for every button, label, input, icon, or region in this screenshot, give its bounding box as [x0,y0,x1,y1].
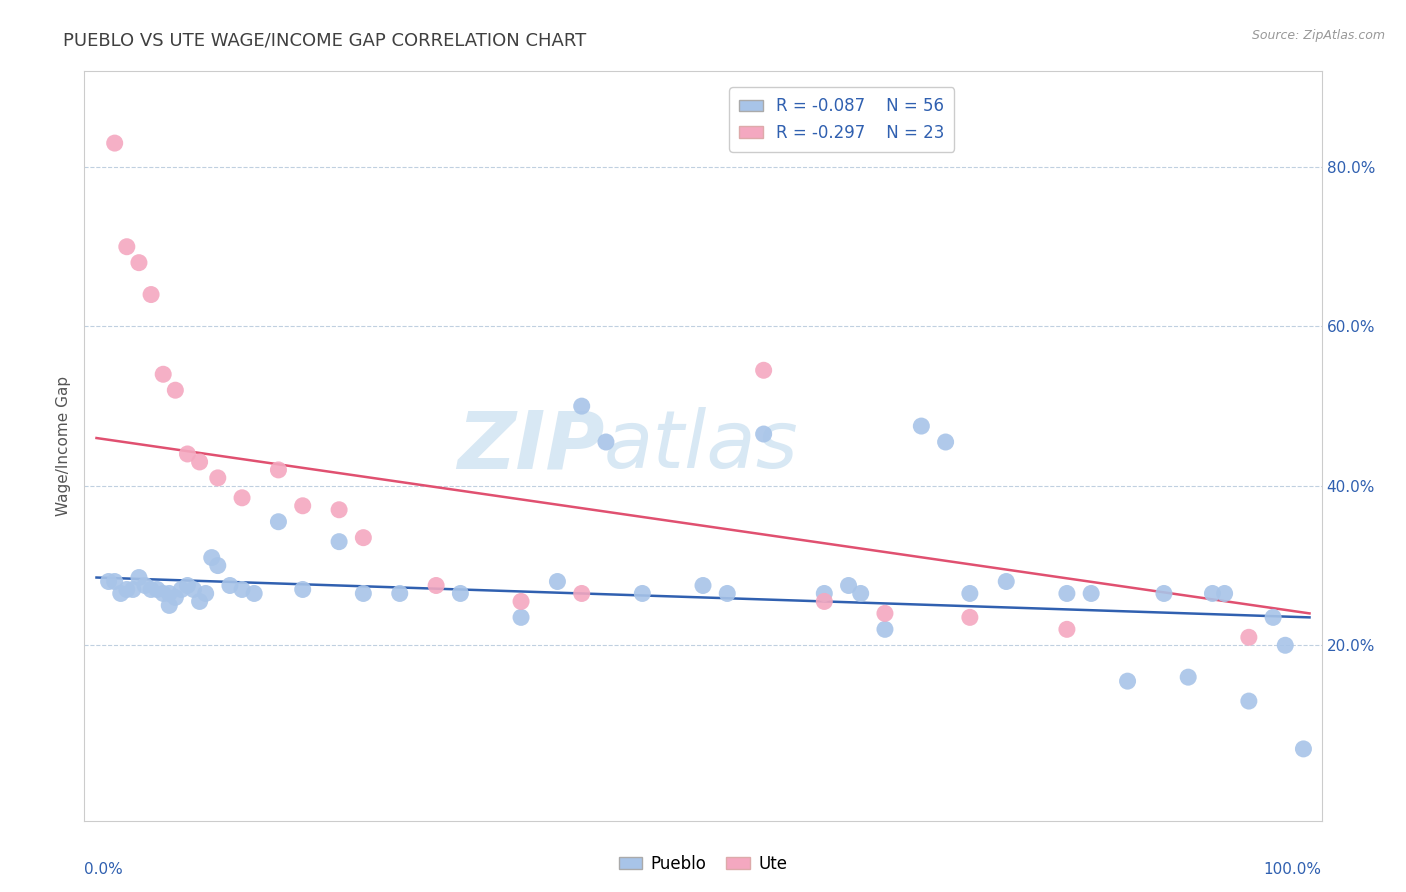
Point [1201,586,1223,600]
Point [291,499,314,513]
Point [1080,586,1102,600]
Point [959,610,981,624]
Point [571,586,593,600]
Point [873,607,896,621]
Text: atlas: atlas [605,407,799,485]
Point [122,582,145,597]
Legend: Pueblo, Ute: Pueblo, Ute [612,848,794,880]
Point [510,610,533,624]
Point [546,574,568,589]
Text: PUEBLO VS UTE WAGE/INCOME GAP CORRELATION CHART: PUEBLO VS UTE WAGE/INCOME GAP CORRELATIO… [63,31,586,49]
Point [207,471,229,485]
Text: Source: ZipAtlas.com: Source: ZipAtlas.com [1251,29,1385,42]
Point [115,582,138,597]
Point [425,578,447,592]
Point [716,586,738,600]
Point [183,582,205,597]
Y-axis label: Wage/Income Gap: Wage/Income Gap [56,376,72,516]
Point [1056,586,1078,600]
Point [176,578,198,592]
Point [1274,638,1296,652]
Point [813,586,835,600]
Point [152,368,174,382]
Point [194,586,217,600]
Text: ZIP: ZIP [457,407,605,485]
Point [873,623,896,637]
Point [1292,742,1315,756]
Point [352,531,374,545]
Point [104,136,127,150]
Point [571,399,593,413]
Point [1177,670,1199,684]
Point [291,582,314,597]
Point [995,574,1018,589]
Point [231,582,253,597]
Point [128,570,150,584]
Text: 0.0%: 0.0% [84,862,124,877]
Point [170,582,193,597]
Point [231,491,253,505]
Point [134,578,156,592]
Point [157,586,180,600]
Point [128,255,150,269]
Point [110,586,132,600]
Text: 100.0%: 100.0% [1264,862,1322,877]
Point [165,383,187,397]
Point [207,558,229,573]
Point [1237,630,1260,644]
Point [752,427,775,442]
Point [188,594,211,608]
Point [352,586,374,600]
Point [595,435,617,450]
Point [165,591,187,605]
Point [104,574,127,589]
Point [1153,586,1175,600]
Point [849,586,872,600]
Point [157,599,180,613]
Point [115,240,138,254]
Point [910,419,932,434]
Point [692,578,714,592]
Legend: R = -0.087    N = 56, R = -0.297    N = 23: R = -0.087 N = 56, R = -0.297 N = 23 [730,87,955,152]
Point [838,578,860,592]
Point [1261,610,1284,624]
Point [139,287,162,301]
Point [388,586,411,600]
Point [267,515,290,529]
Point [1056,623,1078,637]
Point [97,574,120,589]
Point [1116,674,1139,689]
Point [752,363,775,377]
Point [328,534,350,549]
Point [176,447,198,461]
Point [219,578,242,592]
Point [510,594,533,608]
Point [201,550,224,565]
Point [1213,586,1236,600]
Point [959,586,981,600]
Point [449,586,471,600]
Point [188,455,211,469]
Point [139,582,162,597]
Point [935,435,957,450]
Point [243,586,266,600]
Point [1237,694,1260,708]
Point [267,463,290,477]
Point [328,502,350,516]
Point [146,582,169,597]
Point [631,586,654,600]
Point [152,586,174,600]
Point [813,594,835,608]
